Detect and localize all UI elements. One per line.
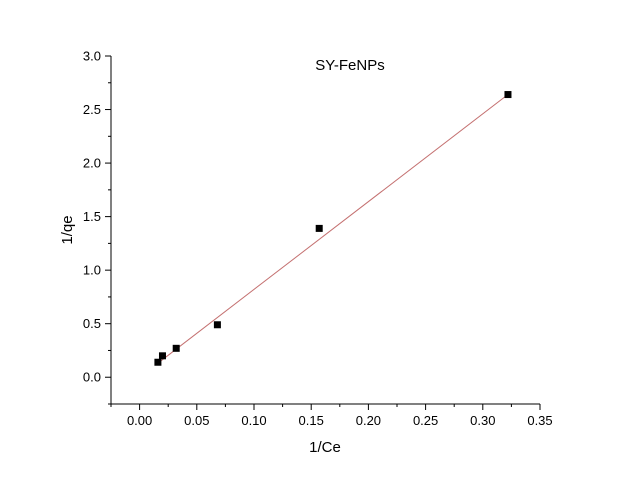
y-tick-label: 1.5: [83, 209, 101, 224]
x-tick-label: 0.25: [413, 413, 438, 428]
x-tick-label: 0.00: [127, 413, 152, 428]
y-tick-label: 2.5: [83, 102, 101, 117]
y-axis-title: 1/qe: [59, 215, 76, 244]
fit-line-layer: [157, 94, 509, 364]
x-tick-label: 0.10: [241, 413, 266, 428]
x-tick-label: 0.35: [527, 413, 552, 428]
x-tick-label: 0.30: [470, 413, 495, 428]
y-tick-label: 0.0: [83, 370, 101, 385]
x-tick-label: 0.05: [184, 413, 209, 428]
x-axis: 0.00 0.05 0.10 0.15 0.20 0.25 0.30 0.35: [110, 403, 553, 428]
data-points: [154, 91, 512, 366]
data-point: [504, 91, 512, 99]
data-point: [154, 358, 162, 366]
data-point: [213, 321, 221, 329]
y-tick-label: 3.0: [83, 49, 101, 64]
chart-title: SY-FeNPs: [315, 57, 384, 74]
x-tick-label: 0.15: [299, 413, 324, 428]
x-axis-title: 1/Ce: [309, 439, 341, 456]
x-tick-label: 0.20: [356, 413, 381, 428]
y-axis: 0.0 0.5 1.0 1.5 2.0 2.5 3.0: [83, 49, 112, 405]
data-point: [315, 224, 323, 232]
y-tick-label: 0.5: [83, 316, 101, 331]
y-tick-label: 1.0: [83, 263, 101, 278]
data-point: [172, 344, 180, 352]
linear-fit-line: [157, 94, 509, 364]
y-tick-label: 2.0: [83, 156, 101, 171]
data-point: [158, 352, 166, 360]
